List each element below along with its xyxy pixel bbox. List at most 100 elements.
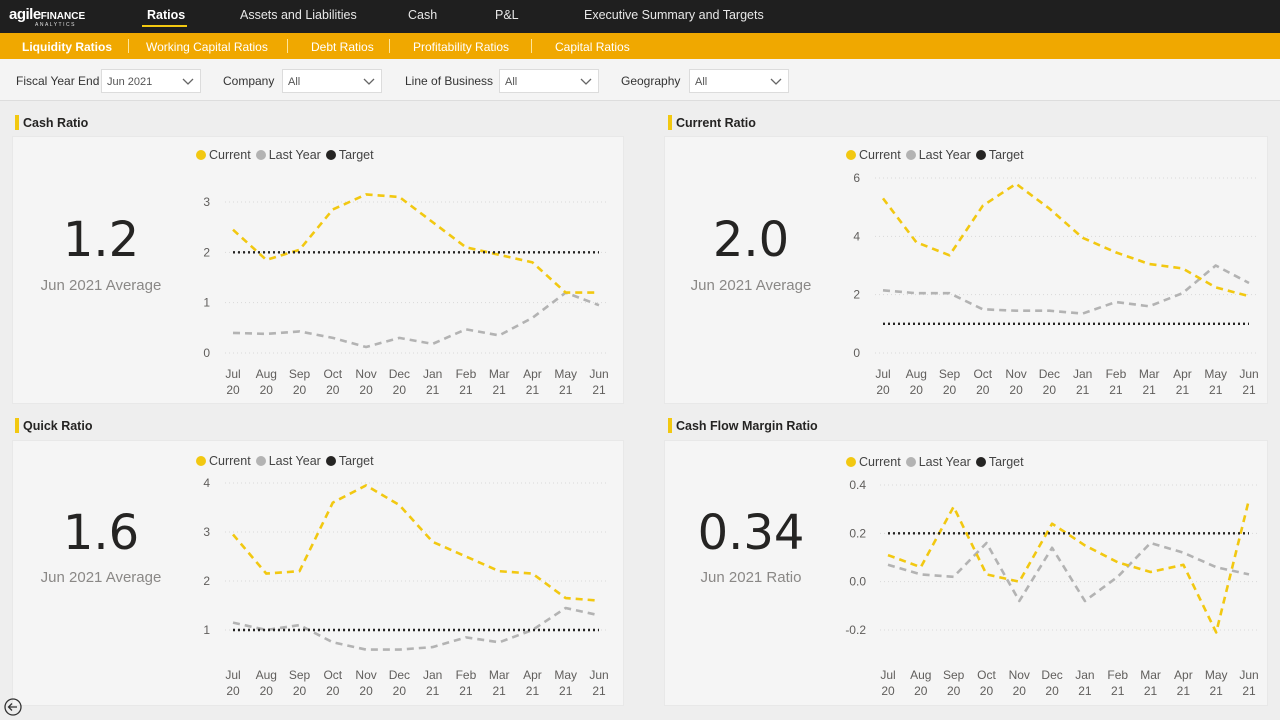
x-tick-label: 20	[1043, 383, 1057, 397]
x-tick-label: 20	[226, 383, 240, 397]
x-tick-label: Feb	[456, 367, 477, 381]
cash-flow-margin-ratio-title: Cash Flow Margin Ratio	[676, 419, 818, 433]
back-arrow-icon[interactable]	[3, 697, 23, 717]
y-tick-label: 2	[203, 574, 210, 588]
fiscal-year-end-value: Jun 2021	[107, 76, 153, 88]
x-tick-label: Jun	[589, 668, 608, 682]
x-tick-label: May	[554, 668, 577, 682]
x-tick-label: Jul	[880, 668, 895, 682]
last-year-series-line[interactable]	[882, 264, 1250, 315]
y-tick-label: 4	[853, 229, 860, 243]
legend-item-target[interactable]: Target	[975, 148, 1024, 162]
y-tick-label: -0.2	[845, 623, 866, 637]
legend-item-last-year[interactable]: Last Year	[905, 148, 971, 162]
x-tick-label: Jun	[1239, 367, 1258, 381]
legend-dot	[325, 150, 336, 160]
y-tick-label: 2	[853, 288, 860, 302]
legend-item-current[interactable]: Current	[846, 455, 901, 469]
current-series-line[interactable]	[887, 499, 1251, 634]
x-tick-label: 21	[426, 383, 440, 397]
x-tick-label: Feb	[1107, 668, 1128, 682]
x-tick-label: May	[1204, 367, 1227, 381]
x-tick-label: 20	[947, 684, 961, 698]
subnav-divider	[128, 39, 129, 53]
x-tick-label: 21	[559, 383, 573, 397]
cash-ratio-title: Cash Ratio	[23, 116, 89, 130]
nav-tab-cash[interactable]: Cash	[408, 8, 438, 22]
subnav-divider	[389, 39, 390, 53]
y-tick-label: 0.2	[849, 526, 866, 540]
legend-dot	[196, 150, 206, 160]
legend-dot	[255, 456, 266, 466]
x-tick-label: Aug	[910, 668, 931, 682]
x-tick-label: Oct	[323, 668, 342, 682]
nav-tab-ratios[interactable]: Ratios	[147, 8, 186, 22]
x-tick-label: 21	[1143, 383, 1157, 397]
top-nav-bar: agileFINANCE ANALYTICS Ratios Assets and…	[0, 0, 1280, 33]
legend-item-current[interactable]: Current	[846, 148, 901, 162]
legend-item-last-year[interactable]: Last Year	[905, 455, 971, 469]
x-tick-label: 21	[559, 684, 573, 698]
last-year-series-line[interactable]	[232, 606, 600, 651]
chevron-down-icon	[770, 78, 782, 85]
x-tick-label: Oct	[323, 367, 342, 381]
x-tick-label: 21	[1177, 684, 1191, 698]
fiscal-year-end-select[interactable]: Jun 2021	[101, 69, 201, 93]
quick-ratio-kpi-value: 1.6	[62, 505, 140, 561]
quick-ratio-legend: Current Last Year Target	[196, 454, 379, 468]
title-accent-bar	[15, 115, 19, 130]
x-tick-label: 21	[459, 383, 473, 397]
x-tick-label: 20	[359, 684, 373, 698]
nav-tab-assets-and-liabilities[interactable]: Assets and Liabilities	[240, 8, 357, 22]
legend-dot	[975, 457, 986, 467]
current-series-line[interactable]	[232, 193, 599, 294]
quick-ratio-title: Quick Ratio	[23, 419, 93, 433]
geography-select[interactable]: All	[689, 69, 789, 93]
x-tick-label: Jul	[875, 367, 890, 381]
subtab-debt-ratios[interactable]: Debt Ratios	[311, 40, 374, 54]
agile-finance-logo: agileFINANCE ANALYTICS	[9, 6, 86, 28]
legend-dot	[975, 150, 986, 160]
x-tick-label: 21	[1078, 684, 1092, 698]
legend-item-target[interactable]: Target	[975, 455, 1024, 469]
x-tick-label: Nov	[1009, 668, 1030, 682]
x-tick-label: Jul	[225, 668, 240, 682]
legend-item-last-year[interactable]: Last Year	[255, 148, 321, 162]
x-tick-label: Mar	[489, 668, 510, 682]
legend-item-target[interactable]: Target	[325, 454, 374, 468]
title-accent-bar	[15, 418, 19, 433]
subtab-capital-ratios[interactable]: Capital Ratios	[555, 40, 630, 54]
legend-item-last-year[interactable]: Last Year	[255, 454, 321, 468]
x-tick-label: 20	[359, 383, 373, 397]
x-tick-label: 21	[493, 684, 507, 698]
y-tick-label: 2	[203, 245, 210, 259]
current-series-line[interactable]	[232, 484, 600, 602]
x-tick-label: 21	[1242, 383, 1256, 397]
x-tick-label: 21	[526, 383, 540, 397]
legend-item-current[interactable]: Current	[196, 148, 251, 162]
company-select[interactable]: All	[282, 69, 382, 93]
subnav-divider	[531, 39, 532, 53]
legend-item-current[interactable]: Current	[196, 454, 251, 468]
x-tick-label: 21	[426, 684, 440, 698]
subtab-working-capital-ratios[interactable]: Working Capital Ratios	[146, 40, 268, 54]
company-value: All	[288, 76, 301, 88]
last-year-series-line[interactable]	[232, 291, 600, 349]
current-series-line[interactable]	[881, 182, 1250, 298]
cash-flow-margin-kpi-value: 0.34	[697, 505, 805, 561]
active-tab-underline	[142, 25, 187, 27]
x-tick-label: Aug	[256, 668, 277, 682]
line-of-business-select[interactable]: All	[499, 69, 599, 93]
x-tick-label: 20	[293, 383, 307, 397]
nav-tab-executive-summary[interactable]: Executive Summary and Targets	[584, 8, 764, 22]
subtab-profitability-ratios[interactable]: Profitability Ratios	[413, 40, 510, 54]
x-tick-label: 21	[459, 684, 473, 698]
nav-tab-pl[interactable]: P&L	[495, 8, 519, 22]
last-year-series-line[interactable]	[887, 541, 1250, 603]
x-tick-label: 21	[493, 383, 507, 397]
subtab-liquidity-ratios[interactable]: Liquidity Ratios	[22, 40, 112, 54]
x-tick-label: Mar	[1140, 668, 1161, 682]
x-tick-label: 20	[980, 684, 994, 698]
legend-item-target[interactable]: Target	[325, 148, 374, 162]
